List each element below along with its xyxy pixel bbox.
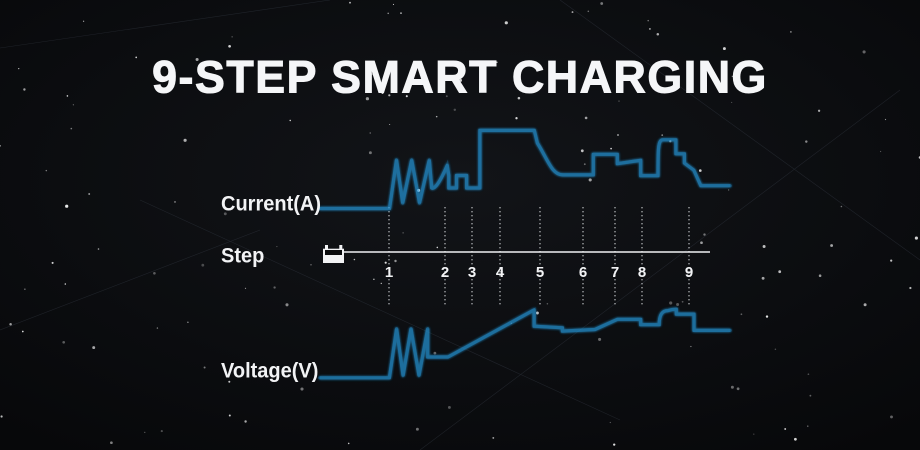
svg-text:2: 2 <box>441 264 449 281</box>
svg-text:3: 3 <box>468 264 476 281</box>
svg-text:4: 4 <box>496 264 505 281</box>
svg-text:5: 5 <box>536 264 544 281</box>
svg-text:7: 7 <box>611 264 619 281</box>
svg-text:8: 8 <box>638 264 646 281</box>
svg-text:9: 9 <box>685 264 693 281</box>
svg-text:6: 6 <box>579 264 587 281</box>
svg-text:1: 1 <box>385 264 393 281</box>
